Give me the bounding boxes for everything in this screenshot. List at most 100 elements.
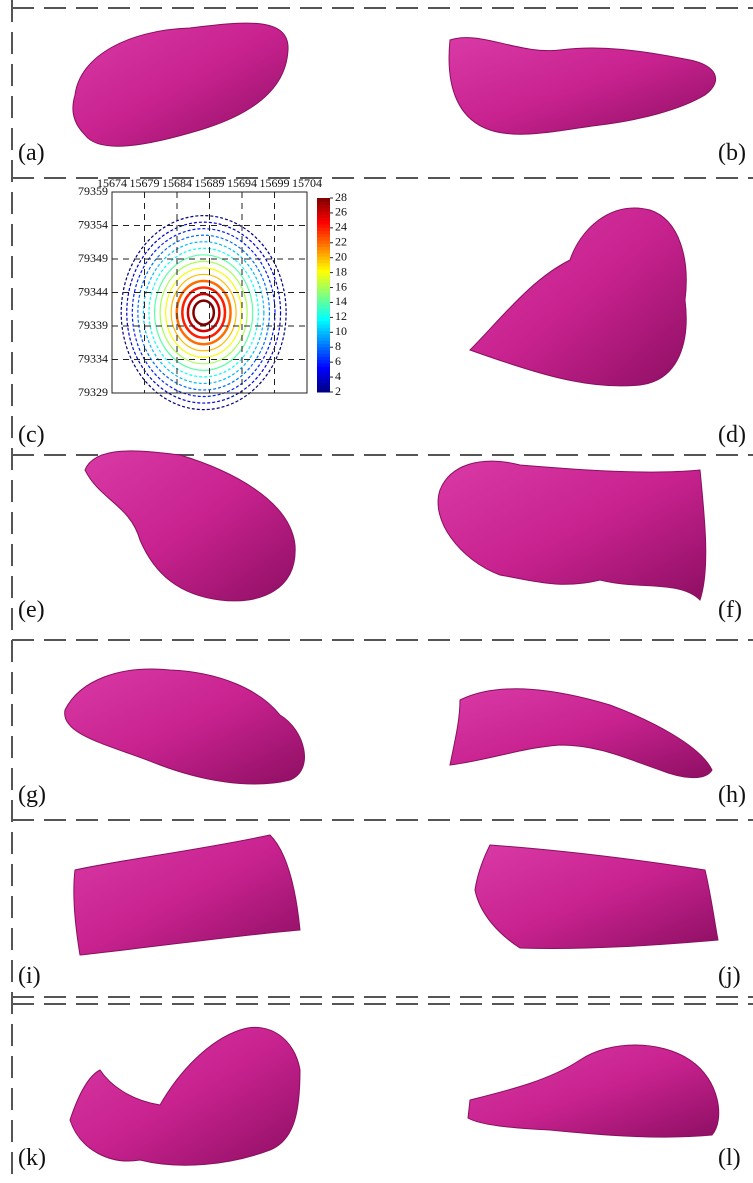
colorbar-band	[317, 250, 330, 254]
colorbar-tick-label: 20	[335, 249, 347, 263]
colorbar-band	[317, 198, 330, 202]
colorbar-band	[317, 311, 330, 315]
colorbar-band	[317, 356, 330, 360]
colorbar-tick-label: 14	[335, 294, 347, 308]
colorbar-band	[317, 263, 330, 267]
colorbar-tick-label: 22	[335, 235, 347, 249]
model-l	[468, 1045, 719, 1137]
colorbar-band	[317, 324, 330, 328]
figure: (a)(b)(c)(d)(e)(f)(g)(h)(i)(j)(k)(l) 156…	[0, 0, 753, 1183]
colorbar-band	[317, 237, 330, 241]
panel-label: (a)	[18, 140, 45, 166]
model-k	[70, 1027, 300, 1165]
panel-label: (e)	[18, 597, 45, 623]
colorbar-band	[317, 347, 330, 351]
colorbar-band	[317, 369, 330, 373]
model-e	[85, 451, 295, 601]
model-h	[450, 689, 712, 778]
x-tick-label: 15679	[130, 176, 160, 190]
colorbar-band	[317, 353, 330, 357]
colorbar-band	[317, 344, 330, 348]
colorbar-band	[317, 382, 330, 386]
colorbar-band	[317, 204, 330, 208]
y-tick-label: 79339	[78, 318, 108, 332]
y-tick-label: 79344	[78, 284, 108, 298]
colorbar-band	[317, 224, 330, 228]
y-tick-label: 79329	[78, 385, 108, 399]
colorbar-tick-label: 6	[335, 354, 341, 368]
colorbar-band	[317, 269, 330, 273]
colorbar-band	[317, 253, 330, 257]
colorbar-band	[317, 211, 330, 215]
model-a	[73, 23, 288, 146]
colorbar-tick-label: 28	[335, 190, 347, 204]
colorbar-tick-label: 12	[335, 309, 347, 323]
colorbar-band	[317, 327, 330, 331]
colorbar-band	[317, 217, 330, 221]
colorbar-band	[317, 214, 330, 218]
colorbar-band	[317, 266, 330, 270]
colorbar-band	[317, 279, 330, 283]
colorbar-tick-label: 18	[335, 264, 347, 278]
colorbar-band	[317, 243, 330, 247]
panel-label: (l)	[718, 1145, 741, 1171]
panel-label: (g)	[18, 782, 46, 808]
x-tick-label: 15699	[260, 176, 290, 190]
colorbar-band	[317, 350, 330, 354]
colorbar-band	[317, 389, 330, 393]
colorbar-band	[317, 201, 330, 205]
colorbar-band	[317, 295, 330, 299]
model-b	[449, 38, 716, 135]
colorbar-tick-label: 16	[335, 279, 347, 293]
colorbar-band	[317, 227, 330, 231]
colorbar-tick-label: 26	[335, 205, 347, 219]
colorbar-band	[317, 230, 330, 234]
panel-label: (c)	[18, 422, 45, 448]
colorbar-band	[317, 314, 330, 318]
colorbar-band	[317, 366, 330, 370]
x-tick-label: 15684	[162, 176, 192, 190]
colorbar-band	[317, 305, 330, 309]
colorbar-band	[317, 321, 330, 325]
model-f	[438, 461, 706, 600]
colorbar-band	[317, 318, 330, 322]
colorbar-band	[317, 289, 330, 293]
colorbar-tick-label: 2	[335, 384, 341, 398]
colorbar-band	[317, 240, 330, 244]
y-tick-label: 79334	[78, 351, 108, 365]
colorbar-band	[317, 276, 330, 280]
colorbar-band	[317, 208, 330, 212]
colorbar-band	[317, 331, 330, 335]
colorbar-tick-label: 8	[335, 339, 341, 353]
panel-label: (b)	[718, 140, 746, 166]
colorbar-band	[317, 340, 330, 344]
colorbar-tick-label: 24	[335, 220, 347, 234]
y-tick-label: 79359	[78, 184, 108, 198]
colorbar-band	[317, 259, 330, 263]
colorbar-band	[317, 373, 330, 377]
panel-label: (k)	[18, 1145, 46, 1171]
colorbar-band	[317, 292, 330, 296]
colorbar-band	[317, 298, 330, 302]
x-tick-label: 15694	[227, 176, 257, 190]
model-i	[74, 835, 300, 955]
model-g	[65, 669, 305, 784]
panel-label: (h)	[718, 782, 746, 808]
colorbar-band	[317, 363, 330, 367]
colorbar-tick-label: 10	[335, 324, 347, 338]
colorbar-band	[317, 386, 330, 390]
colorbar-band	[317, 285, 330, 289]
colorbar-band	[317, 360, 330, 364]
colorbar-band	[317, 221, 330, 225]
y-tick-label: 79354	[78, 217, 108, 231]
colorbar-tick-label: 4	[335, 369, 341, 383]
x-tick-label: 15704	[292, 176, 322, 190]
y-tick-label: 79349	[78, 251, 108, 265]
model-d	[470, 208, 686, 386]
panel-label: (i)	[18, 963, 41, 989]
colorbar-band	[317, 379, 330, 383]
colorbar-band	[317, 301, 330, 305]
panel-label: (j)	[718, 963, 741, 989]
panel-label: (f)	[718, 597, 742, 623]
